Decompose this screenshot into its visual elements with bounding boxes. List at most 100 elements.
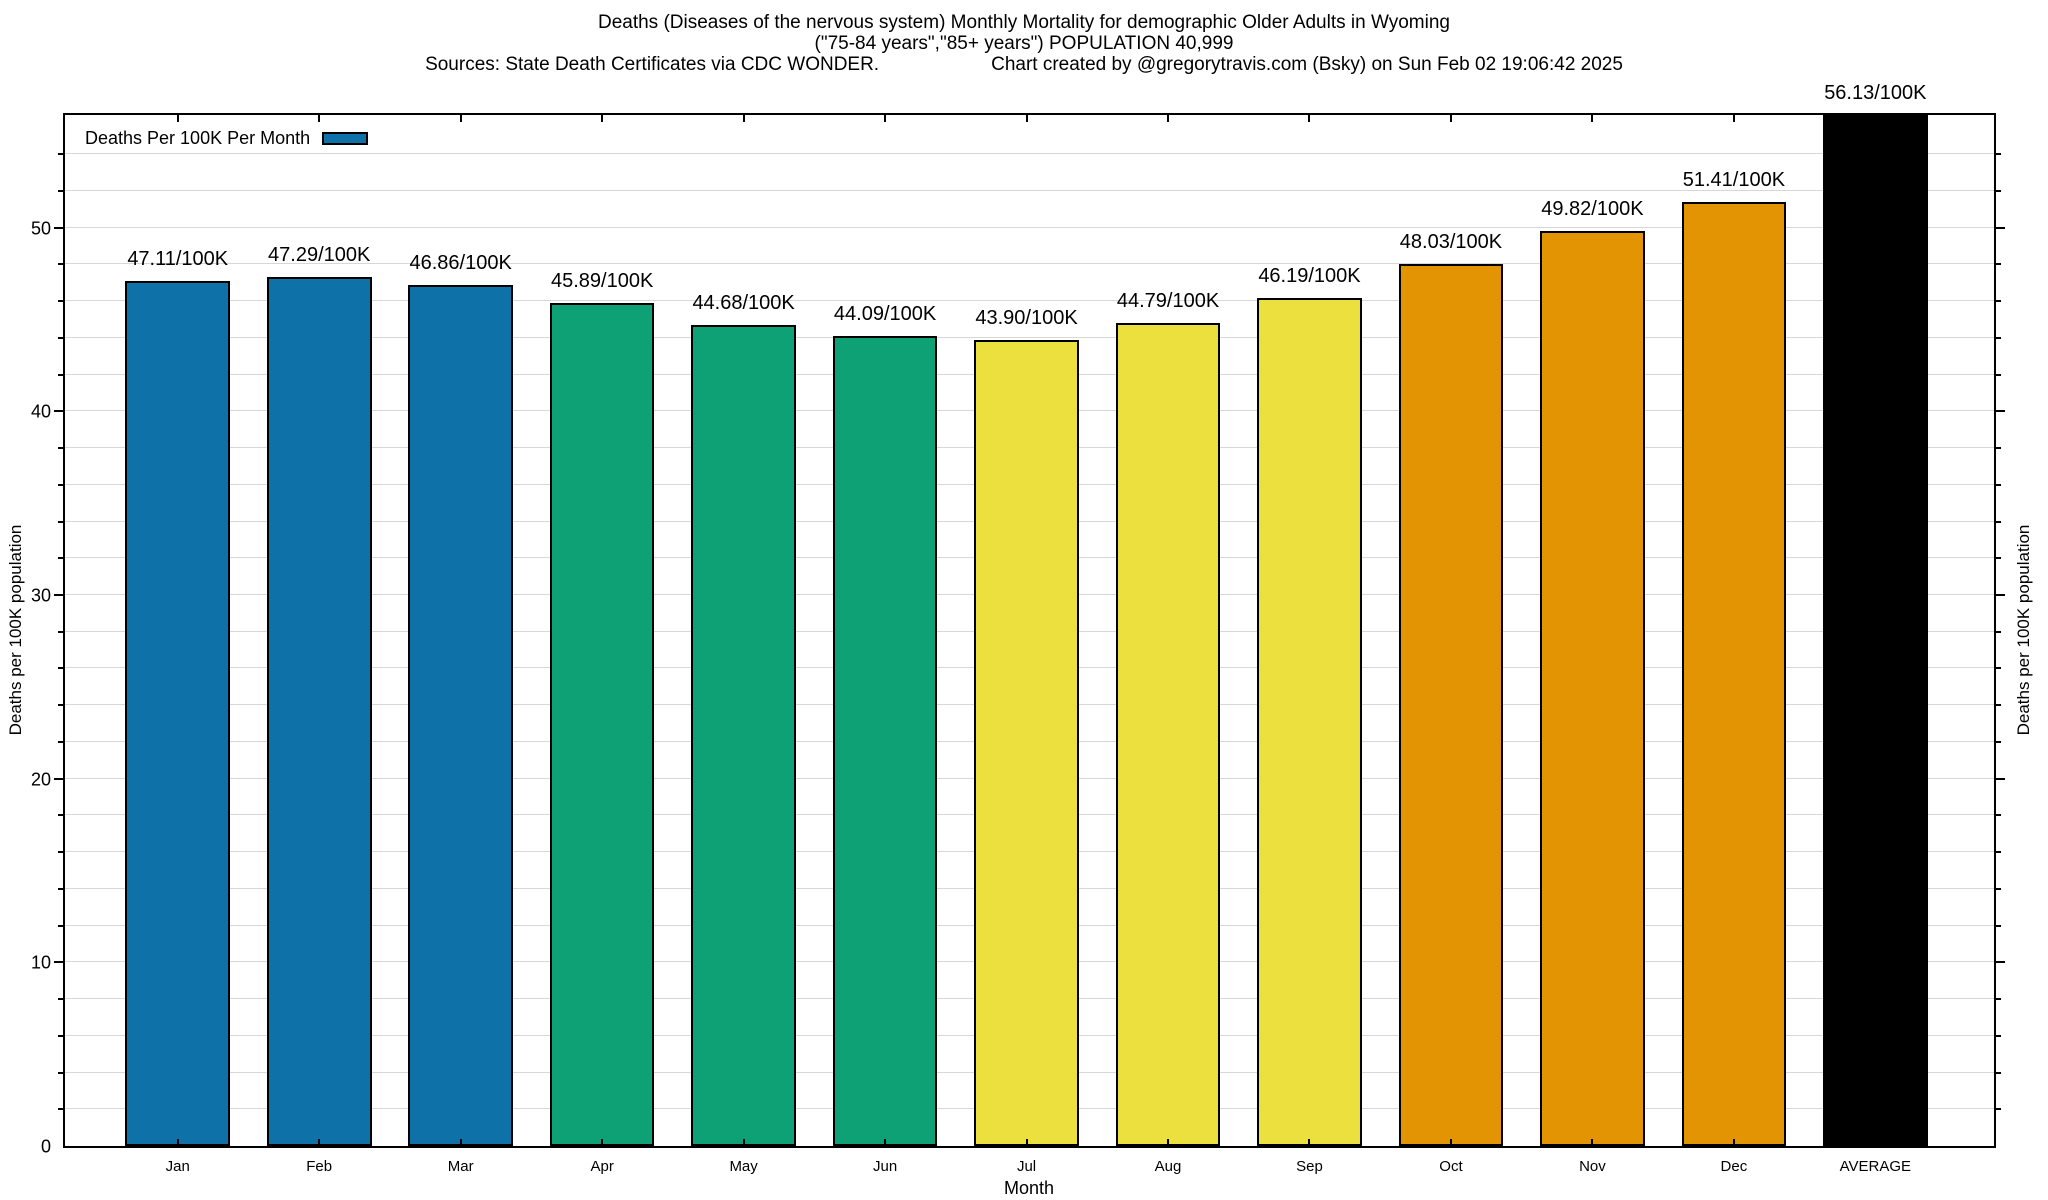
y-tick <box>58 300 63 303</box>
x-tick <box>1025 1139 1028 1146</box>
y-tick <box>1996 593 2005 596</box>
bar-slot-mar: 46.86/100K Mar <box>390 115 531 1175</box>
y-tick <box>1996 336 2001 339</box>
bar-slot-may: 44.68/100K May <box>673 115 814 1175</box>
bar-average <box>1823 115 1928 1146</box>
y-tick-label: 30 <box>30 585 51 606</box>
y-tick <box>58 740 63 743</box>
y-tick <box>58 814 63 817</box>
y-tick <box>1996 630 2001 633</box>
bar-slot-apr: 45.89/100K Apr <box>531 115 672 1175</box>
bar-slots: 47.11/100K Jan 47.29/100K Feb 46.86/100K Mar 4… <box>107 82 1946 1175</box>
x-tick <box>601 115 604 122</box>
chart-source-line: Sources: State Death Certificates via CD… <box>0 54 2048 75</box>
x-tick <box>1732 115 1735 122</box>
bar-may <box>691 325 796 1146</box>
y-tick <box>58 447 63 450</box>
x-category-label: AVERAGE <box>1839 1158 1912 1175</box>
x-tick <box>318 1139 321 1146</box>
y-tick <box>1996 887 2001 890</box>
y-tick-label: 0 <box>40 1136 51 1157</box>
bar-value-label: 47.11/100K <box>127 247 229 270</box>
y-axis-title-right: Deaths per 100K population <box>2014 524 2033 736</box>
y-tick <box>1996 961 2005 964</box>
x-category-label: Sep <box>1296 1158 1323 1175</box>
credit-note: Chart created by @gregorytravis.com (Bsk… <box>991 54 1623 75</box>
y-tick <box>1996 667 2001 670</box>
legend-label: Deaths Per 100K Per Month <box>85 128 311 148</box>
gridline <box>65 263 1994 265</box>
bar-nov <box>1540 230 1645 1146</box>
gridline <box>65 153 1994 155</box>
bar-slot-oct: 48.03/100K Oct <box>1380 115 1521 1175</box>
y-tick <box>1996 924 2001 927</box>
bar-value-label: 48.03/100K <box>1399 230 1503 253</box>
gridline <box>65 226 1994 228</box>
bar-value-label: 51.41/100K <box>1682 168 1786 191</box>
y-tick <box>58 630 63 633</box>
bar-slot-jun: 44.09/100K Jun <box>814 115 955 1175</box>
bar-slot-jan: 47.11/100K Jan <box>107 115 248 1175</box>
legend: Deaths Per 100K Per Month <box>85 128 369 149</box>
x-tick <box>1167 115 1170 122</box>
y-tick <box>1996 704 2001 707</box>
bar-dec <box>1681 201 1787 1146</box>
x-tick <box>1874 115 1877 122</box>
bar-feb <box>266 277 372 1146</box>
x-axis-title: Month <box>1003 1178 1055 1198</box>
y-tick <box>54 410 63 413</box>
x-tick <box>1732 1139 1735 1146</box>
y-tick-label: 40 <box>30 401 51 422</box>
y-tick <box>58 263 63 266</box>
y-tick-label: 20 <box>30 769 51 790</box>
y-tick <box>58 153 63 156</box>
bar-aug <box>1115 323 1221 1146</box>
y-tick <box>1996 226 2005 229</box>
y-tick <box>58 1034 63 1037</box>
y-tick <box>1996 189 2001 192</box>
bar-mar <box>408 285 513 1146</box>
y-tick-label: 10 <box>30 952 51 973</box>
gridline <box>65 300 1994 302</box>
x-category-label: Jan <box>165 1158 190 1175</box>
x-category-label: Jul <box>1016 1158 1037 1175</box>
x-category-label: Nov <box>1579 1158 1606 1175</box>
y-tick <box>1996 998 2001 1001</box>
gridline <box>65 189 1994 191</box>
y-tick <box>1996 1071 2001 1074</box>
bar-value-label: 56.13/100K <box>1824 82 1927 104</box>
y-tick <box>1996 410 2005 413</box>
x-category-label: Dec <box>1720 1158 1748 1175</box>
source-note: Sources: State Death Certificates via CD… <box>425 54 880 75</box>
y-tick <box>1996 263 2001 266</box>
x-category-label: Feb <box>306 1158 333 1175</box>
bar-slot-dec: 51.41/100K Dec <box>1663 115 1804 1175</box>
y-tick <box>1996 153 2001 156</box>
y-tick <box>1996 520 2001 523</box>
y-tick <box>58 557 63 560</box>
y-tick <box>1996 300 2001 303</box>
x-tick <box>742 115 745 122</box>
x-tick <box>1167 1139 1170 1146</box>
x-tick <box>459 1139 462 1146</box>
x-tick <box>176 115 179 122</box>
bar-value-label: 46.86/100K <box>409 252 512 275</box>
y-tick <box>54 593 63 596</box>
y-tick <box>58 1071 63 1074</box>
y-axis-title-left: Deaths per 100K population <box>6 524 25 736</box>
x-tick <box>742 1139 745 1146</box>
x-tick <box>601 1139 604 1146</box>
x-tick <box>1025 115 1028 122</box>
x-category-label: Mar <box>447 1158 474 1175</box>
bar-value-label: 45.89/100K <box>550 270 654 293</box>
chart-title: Deaths (Diseases of the nervous system) … <box>597 12 1450 33</box>
chart-titles: Deaths (Diseases of the nervous system) … <box>0 12 2048 75</box>
y-tick <box>1996 740 2001 743</box>
x-tick <box>1308 1139 1311 1146</box>
y-tick <box>1996 483 2001 486</box>
bar-slot-sep: 46.19/100K Sep <box>1239 115 1380 1175</box>
y-tick <box>58 704 63 707</box>
x-category-label: Oct <box>1439 1158 1463 1175</box>
chart-subtitle: ("75-84 years","85+ years") POPULATION 4… <box>814 33 1234 54</box>
bar-value-label: 47.29/100K <box>268 244 371 267</box>
